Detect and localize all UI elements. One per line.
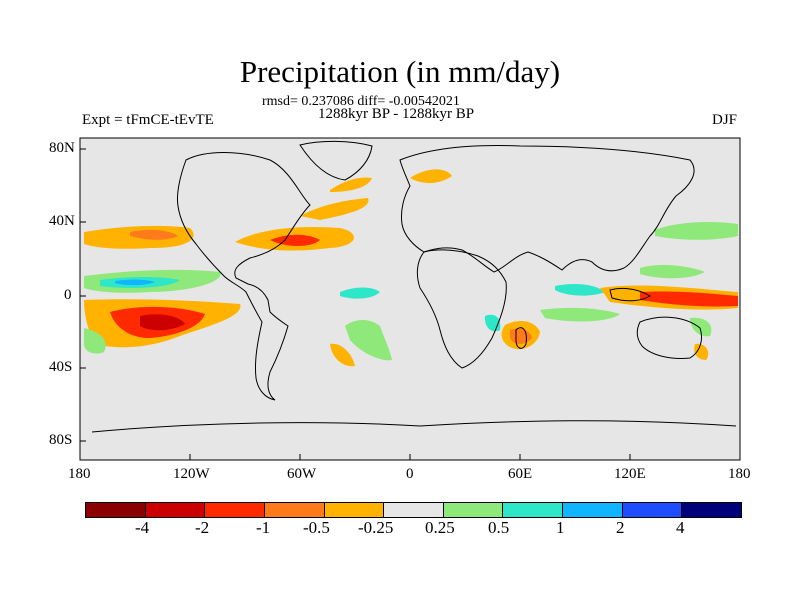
colorbar-label: 1 (556, 518, 565, 537)
patch-spcz-peak (140, 314, 185, 331)
season-label: DJF (712, 112, 738, 128)
anomaly-patches (84, 169, 738, 367)
patch-coral-sea (690, 317, 712, 337)
patch-northwest-pacific (640, 265, 705, 279)
map-title: Precipitation (in mm/day) (239, 54, 561, 89)
madagascar-coast (515, 327, 527, 349)
antarctica-coast (91, 420, 737, 433)
colorbar-label: -2 (195, 518, 210, 537)
patch-north-atlantic-core (270, 234, 320, 246)
colorbar-label: -0.25 (358, 518, 394, 537)
experiment-label: Expt = tFmCE-tEvTE (82, 112, 214, 128)
africa-coast (416, 249, 507, 369)
colorbar-label: 4 (676, 518, 685, 537)
coastlines (91, 140, 737, 433)
colorbar-label: 2 (616, 518, 625, 537)
lat-label-0: 0 (64, 287, 72, 303)
lon-label-180e: 180 (728, 466, 751, 482)
lon-label-180w: 180 (68, 466, 91, 482)
patch-north-pacific-east (655, 222, 738, 240)
patch-labrador (330, 177, 372, 192)
colorbar-label: 0.5 (488, 518, 510, 537)
lat-label-40s: 40S (49, 359, 73, 375)
lon-label-60w: 60W (287, 466, 317, 482)
lat-label-40n: 40N (49, 213, 75, 229)
patch-west-pacific-core (640, 291, 738, 307)
americas-coast (177, 152, 311, 401)
period-line: 1288kyr BP - 1288kyr BP (318, 106, 475, 122)
patch-nordic (410, 169, 452, 184)
colorbar-swatch (443, 503, 504, 517)
colorbar-swatch (682, 503, 742, 517)
eurasia-coast (399, 145, 695, 273)
colorbar (85, 502, 742, 518)
colorbar-label: 0.25 (425, 518, 455, 537)
lon-label-120e: 120E (614, 466, 646, 482)
colorbar-label: -1 (256, 518, 271, 537)
patch-north-atlantic-upper (300, 198, 369, 220)
patch-tasman (694, 343, 709, 360)
greenland-coast (299, 140, 373, 181)
stats-line: rmsd= 0.237086 diff= -0.00542021 (262, 94, 460, 109)
colorbar-swatch (563, 503, 623, 517)
colorbar-swatch (384, 503, 444, 517)
colorbar-swatch (503, 503, 564, 517)
colorbar-swatch (205, 503, 265, 517)
colorbar-swatch (145, 503, 206, 517)
axis-ticks (79, 148, 741, 460)
patch-bay-of-bengal (555, 284, 605, 296)
patch-north-pacific-core (130, 229, 178, 240)
lon-label-120w: 120W (173, 466, 210, 482)
colorbar-swatch (264, 503, 325, 517)
lon-label-60e: 60E (508, 466, 533, 482)
australia-coast (636, 316, 703, 359)
patch-indian-ocean (540, 307, 620, 322)
maritime-continent-coast (609, 287, 651, 302)
lat-label-80s: 80S (49, 432, 73, 448)
patch-eq-atlantic (340, 287, 380, 299)
patch-south-atlantic-orange (330, 343, 355, 367)
colorbar-swatch (622, 503, 683, 517)
colorbar-swatch (324, 503, 385, 517)
patch-south-pacific-green (84, 328, 106, 354)
lon-label-0: 0 (406, 466, 414, 482)
patch-south-atlantic-green (345, 320, 392, 361)
colorbar-label: -4 (135, 518, 150, 537)
colorbar-label: -0.5 (303, 518, 330, 537)
colorbar-swatch (86, 503, 146, 517)
patch-itcz-peak (115, 279, 155, 286)
lat-label-80n: 80N (49, 140, 75, 156)
